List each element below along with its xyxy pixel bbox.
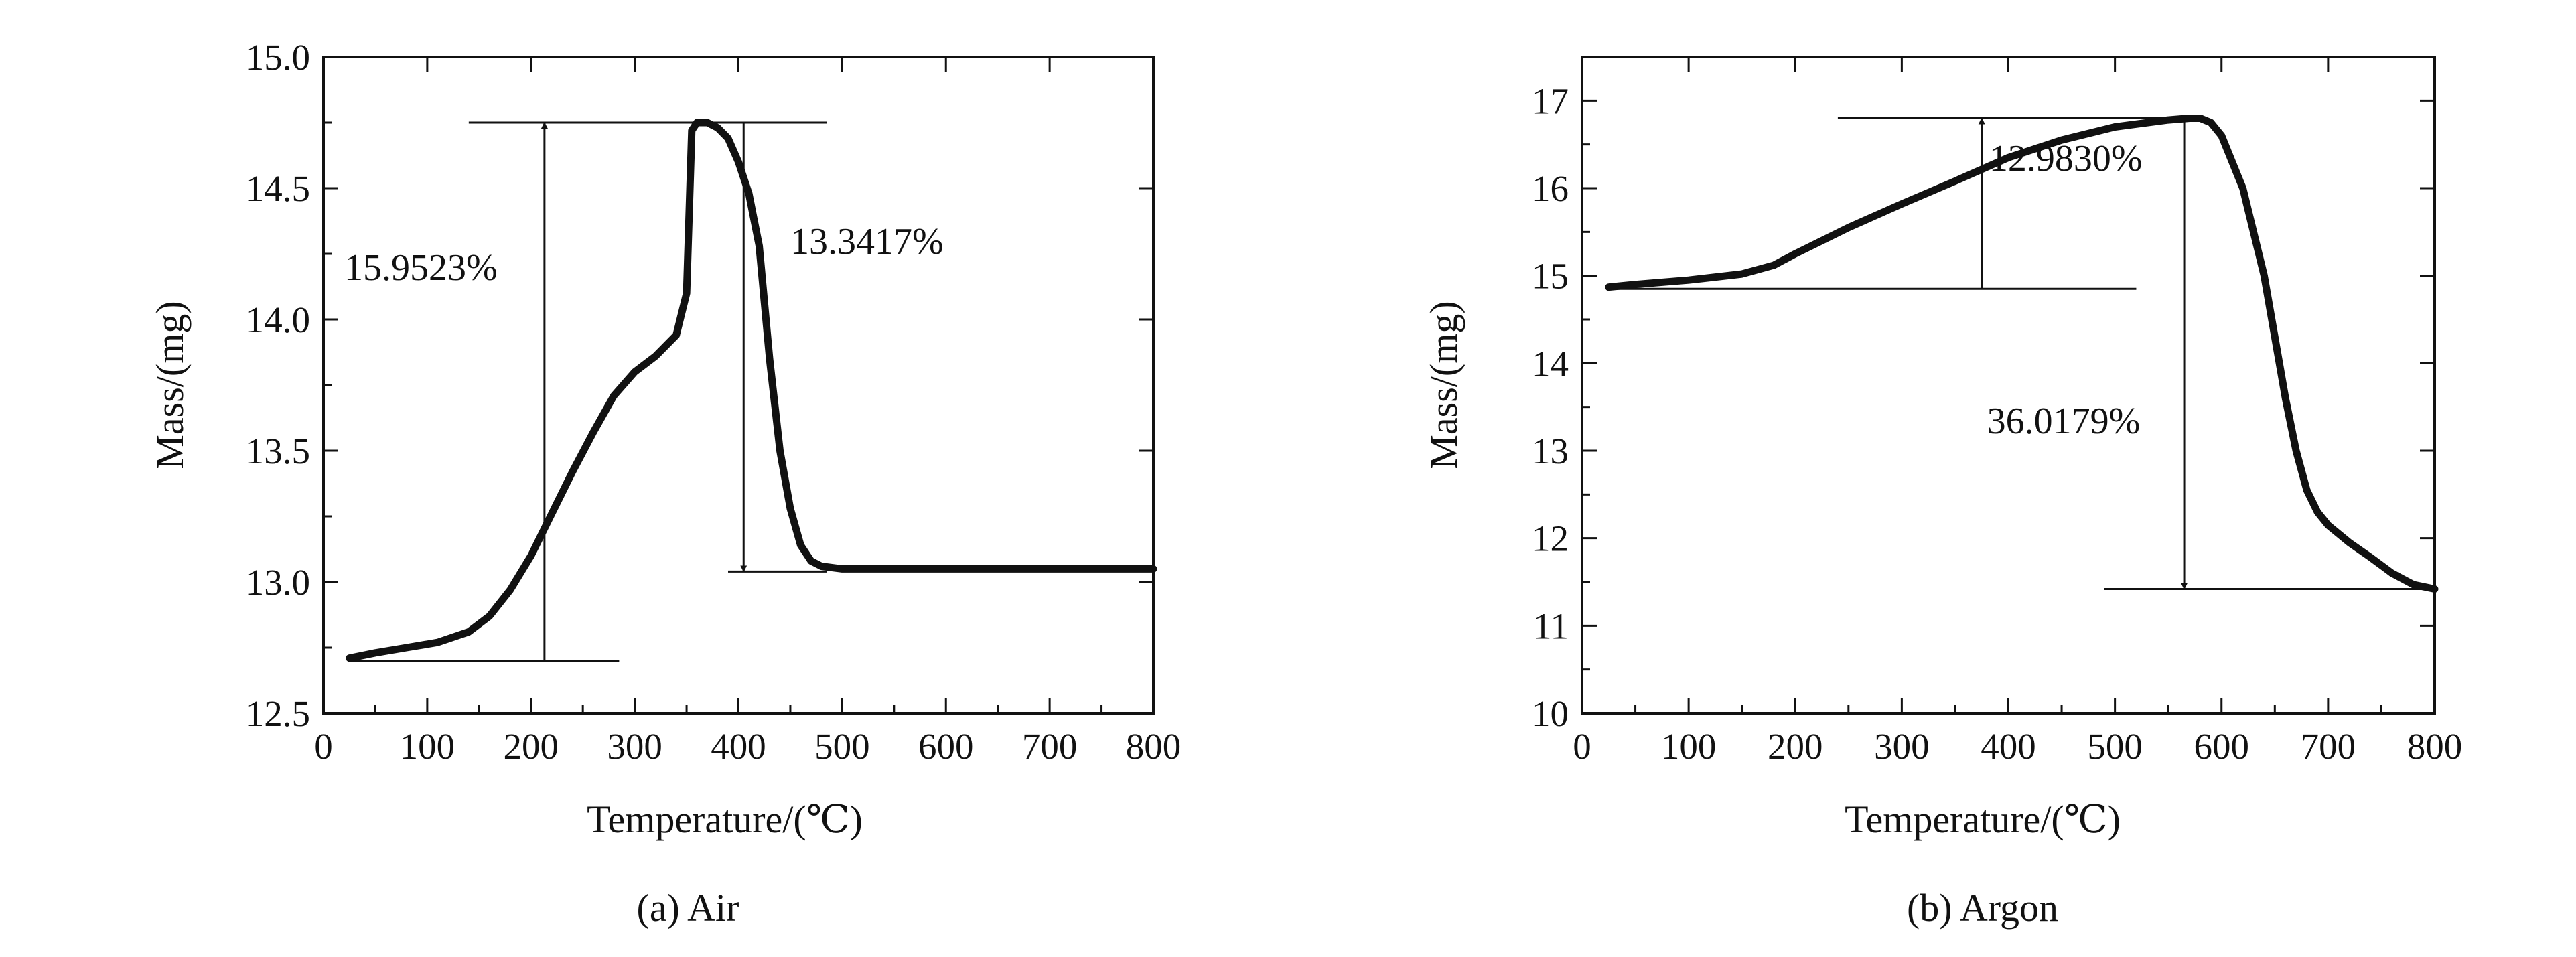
y-tick-label: 15 <box>1532 256 1569 297</box>
x-tick-label: 200 <box>504 726 559 767</box>
x-tick-label: 300 <box>1874 726 1930 767</box>
x-axis-title-air: Temperature/(℃) <box>587 798 863 841</box>
y-tick-label: 17 <box>1532 80 1569 121</box>
x-tick-label: 400 <box>1981 726 2036 767</box>
y-tick-label: 13 <box>1532 431 1569 471</box>
mass-loss-annotation: 12.9830% <box>1989 138 2143 179</box>
y-tick-label: 13.5 <box>246 431 310 471</box>
y-tick-label: 15.0 <box>246 37 310 78</box>
y-tick-label: 11 <box>1533 605 1569 646</box>
x-tick-label: 0 <box>314 726 333 767</box>
x-tick-label: 500 <box>2087 726 2143 767</box>
y-axis-title-argon: Mass/(mg) <box>1422 301 1465 469</box>
x-tick-label: 400 <box>711 726 766 767</box>
y-tick-label: 14.5 <box>246 168 310 209</box>
x-tick-label: 800 <box>2407 726 2463 767</box>
marks-argon: 0 100 200 300 400 500 600 700 800 10 11 12 13 14 15 16 1… <box>1532 56 2463 767</box>
marks-air: 0 100 200 300 400 500 600 700 800 12.5 13.0 13.5 14.… <box>246 37 1182 767</box>
caption-air: (a) Air <box>637 886 739 930</box>
x-tick-label: 600 <box>918 726 974 767</box>
x-tick-label: 0 <box>1573 726 1591 767</box>
y-tick-label: 10 <box>1532 693 1569 734</box>
x-tick-label: 500 <box>814 726 870 767</box>
caption-argon: (b) Argon <box>1907 886 2058 930</box>
mass-loss-annotation: 13.3417% <box>790 221 944 263</box>
x-tick-label: 600 <box>2194 726 2250 767</box>
x-tick-label: 100 <box>400 726 455 767</box>
x-tick-label: 100 <box>1661 726 1717 767</box>
series-line-air <box>346 119 1157 662</box>
y-tick-label: 14.0 <box>246 299 310 340</box>
chart-panel-air: 0 100 200 300 400 500 600 700 800 12.5 13.0 13.5 14.… <box>148 37 1181 930</box>
y-tick-label: 12.5 <box>246 693 310 734</box>
x-axis-title-argon: Temperature/(℃) <box>1845 798 2121 841</box>
x-tick-label: 700 <box>2301 726 2356 767</box>
chart-panel-argon: 0 100 200 300 400 500 600 700 800 10 11 12 13 14 15 16 1… <box>1422 56 2463 930</box>
y-axis-title-air: Mass/(mg) <box>148 301 192 469</box>
x-tick-label: 700 <box>1022 726 1078 767</box>
y-tick-label: 14 <box>1532 343 1569 384</box>
x-tick-label: 800 <box>1126 726 1182 767</box>
x-tick-label: 200 <box>1768 726 1823 767</box>
y-tick-label: 16 <box>1532 168 1569 209</box>
y-tick-label: 12 <box>1532 518 1569 559</box>
mass-loss-annotation: 36.0179% <box>1987 400 2141 442</box>
x-tick-label: 300 <box>607 726 662 767</box>
mass-loss-annotation: 15.9523% <box>344 247 498 289</box>
series-line-argon <box>1605 115 2439 593</box>
y-tick-label: 13.0 <box>246 562 310 603</box>
